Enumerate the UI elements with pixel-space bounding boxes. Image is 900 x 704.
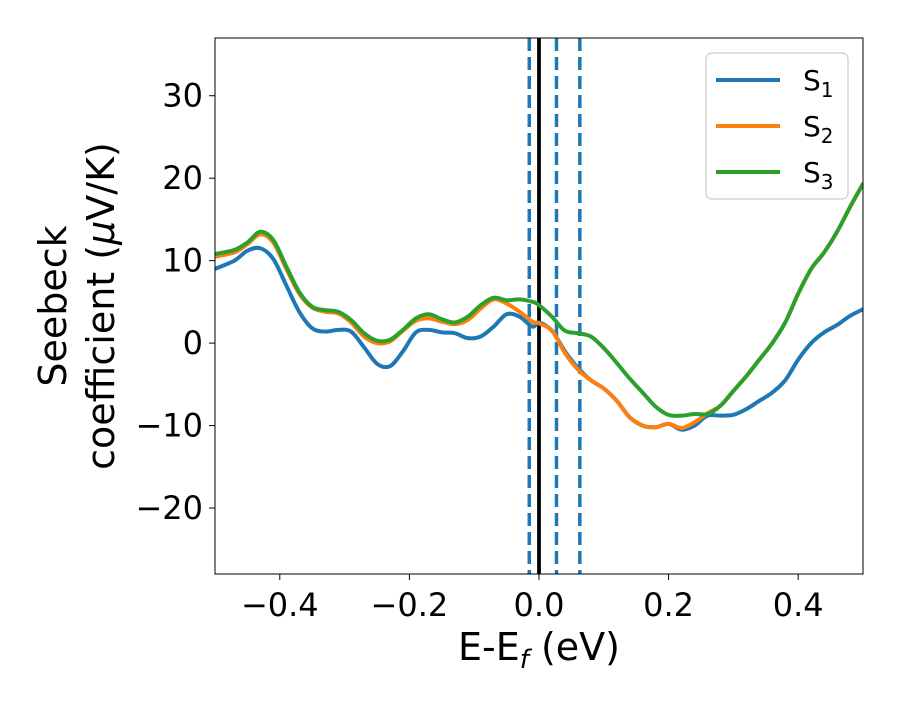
x-tick-label: 0.4 xyxy=(773,586,824,624)
x-tick-label: −0.4 xyxy=(241,586,319,624)
y-axis: −20 −10 0 10 20 30 xyxy=(135,77,215,527)
x-tick-label: 0.0 xyxy=(514,586,565,624)
y-tick-label: 0 xyxy=(183,324,203,362)
legend: S1 S2 S3 xyxy=(705,52,849,200)
x-tick-label: 0.2 xyxy=(643,586,694,624)
y-axis-label-line-2: coefficient (μV/K) xyxy=(79,142,123,470)
x-axis-label: E-Ef (eV) xyxy=(458,625,620,675)
y-axis-label-line-1: Seebeck xyxy=(31,225,75,386)
x-tick-label: −0.2 xyxy=(371,586,449,624)
legend-label-s2: S2 xyxy=(803,110,834,148)
legend-label-s1: S1 xyxy=(803,64,834,102)
plot-area xyxy=(215,38,863,574)
y-tick-label: −10 xyxy=(135,407,203,445)
x-axis: −0.4 −0.2 0.0 0.2 0.4 xyxy=(241,574,824,624)
y-tick-label: 30 xyxy=(162,77,203,115)
y-tick-label: 10 xyxy=(162,242,203,280)
y-tick-label: 20 xyxy=(162,159,203,197)
legend-label-s3: S3 xyxy=(803,156,834,194)
series-line-s3 xyxy=(215,181,863,418)
y-tick-label: −20 xyxy=(135,489,203,527)
